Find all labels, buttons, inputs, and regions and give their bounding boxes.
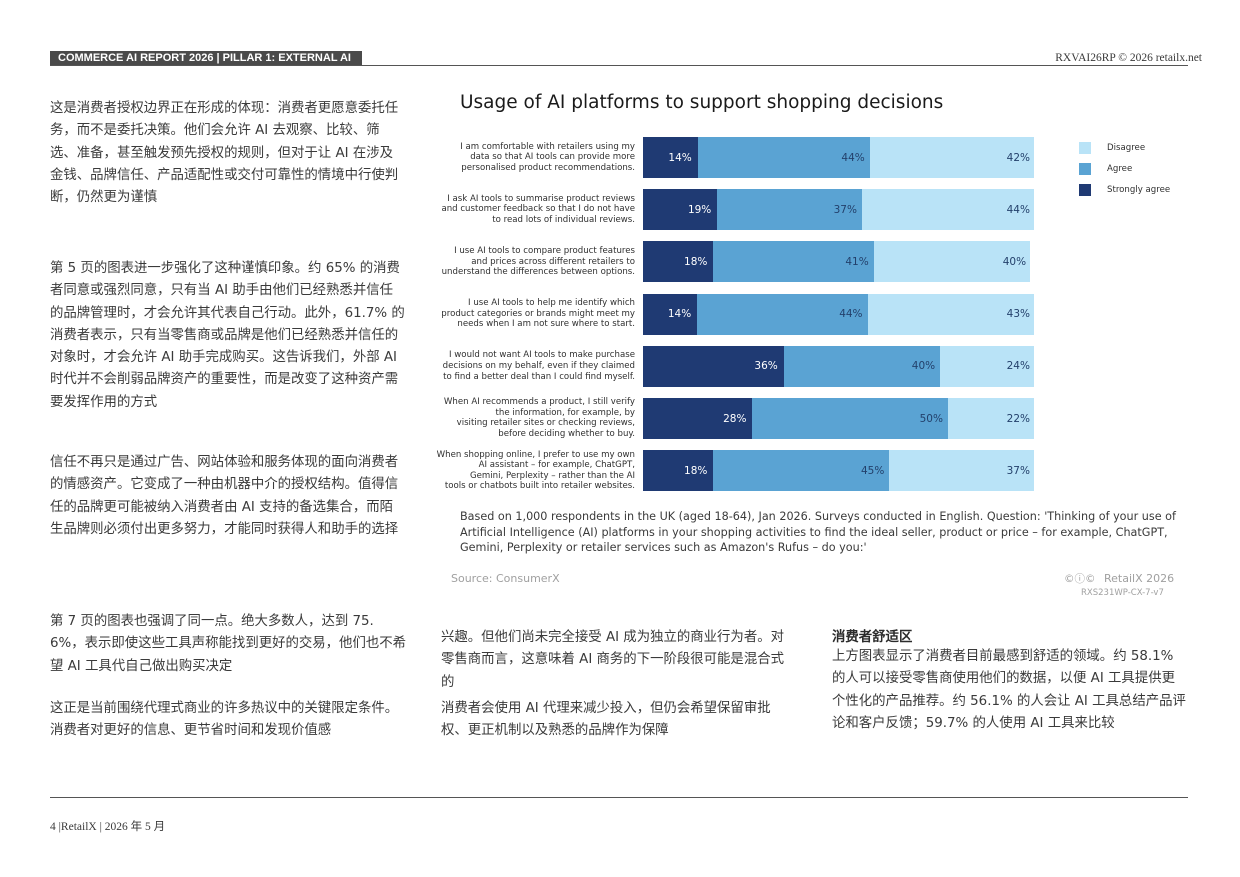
bar-row: 18% 45% 37%: [643, 450, 1034, 492]
bar-segment-disagree: 22%: [947, 398, 1034, 439]
bar-segment-agree: 44%: [697, 293, 868, 335]
data-label: 40%: [1002, 255, 1027, 268]
bar-segment-strongly-agree: 14%: [643, 293, 698, 335]
data-label: 19%: [687, 203, 712, 216]
legend-swatch: [1079, 184, 1091, 196]
bar-row: 18% 41% 40%: [643, 241, 1034, 283]
legend-label: Agree: [1107, 164, 1133, 174]
data-label: 37%: [833, 203, 857, 216]
bar-segment-agree: 44%: [697, 137, 870, 178]
middle-paragraph-1: 兴趣。但他们尚未完全接受 AI 成为独立的商业行为者。对零售商而言，这意味着 A…: [441, 630, 784, 690]
data-label: 14%: [668, 151, 692, 164]
bar-segment-agree: 41%: [713, 241, 874, 283]
data-label: 18%: [684, 464, 708, 477]
bar-segment-disagree: 44%: [861, 189, 1034, 231]
data-label: 24%: [1006, 360, 1030, 373]
data-label: 42%: [1006, 151, 1030, 164]
right-paragraph-1: 上方图表显示了消费者目前最感到舒适的领域。约 58.1% 的人可以接受零售商使用…: [832, 649, 1186, 731]
bar-segment-disagree: 40%: [873, 241, 1031, 283]
chart-brand: RetailX 2026: [1104, 572, 1175, 585]
legend-swatch: [1079, 163, 1091, 175]
data-label: 22%: [1006, 412, 1030, 425]
left-paragraph-3: 信任不再只是通过广告、网站体验和服务体现的面向消费者的情感资产。它变成了一种由机…: [50, 455, 399, 537]
bar-segment-disagree: 42%: [869, 137, 1034, 178]
bar-segment-strongly-agree: 18%: [643, 241, 714, 283]
data-label: 41%: [845, 255, 869, 268]
legend-swatch: [1079, 142, 1091, 154]
bar-segment-agree: 50%: [752, 398, 948, 439]
data-label: 36%: [754, 360, 778, 373]
data-label: 40%: [911, 360, 936, 373]
section-heading: 消费者舒适区: [832, 630, 913, 645]
data-label: 44%: [839, 308, 863, 321]
bar-segment-disagree: 43%: [867, 293, 1034, 335]
data-label: 37%: [1006, 464, 1030, 477]
bar-segment-agree: 40%: [783, 345, 941, 387]
category-label: I would not want AI tools to make purcha…: [442, 350, 635, 382]
bar-row: 28% 50% 22%: [643, 398, 1034, 439]
bar-segment-strongly-agree: 36%: [643, 345, 784, 387]
data-label: 28%: [723, 412, 747, 425]
data-label: 14%: [667, 308, 692, 321]
bar-segment-agree: 45%: [713, 450, 890, 492]
legend-label: Disagree: [1107, 143, 1146, 153]
bar-row: 19% 37% 44%: [643, 189, 1034, 231]
category-label: I am comfortable with retailers using my…: [460, 141, 635, 173]
bar-segment-disagree: 24%: [940, 345, 1034, 387]
category-label: I ask AI tools to summarise product revi…: [441, 193, 635, 225]
middle-paragraph-2: 消费者会使用 AI 代理来减少投入，但仍会希望保留审批权、更正机制以及熟悉的品牌…: [441, 701, 771, 739]
left-paragraph-2: 第 5 页的图表进一步强化了这种谨慎印象。约 65% 的消费者同意或强烈同意，只…: [50, 261, 405, 410]
chart-title: Usage of AI platforms to support shoppin…: [460, 92, 944, 113]
category-label: I use AI tools to compare product featur…: [441, 246, 635, 278]
data-label: 45%: [860, 464, 885, 477]
bar-row: 14% 44% 43%: [643, 293, 1034, 335]
chart-source: Source: ConsumerX: [451, 572, 560, 585]
bar-segment-strongly-agree: 19%: [643, 189, 718, 231]
category-label: When shopping online, I prefer to use my…: [436, 449, 635, 492]
bar-segment-strongly-agree: 14%: [643, 137, 698, 178]
report-header-tag: COMMERCE AI REPORT 2026 | PILLAR 1: EXTE…: [50, 51, 362, 66]
creative-commons-icon: ©ⓘ©: [1064, 573, 1096, 585]
left-paragraph-4: 第 7 页的图表也强调了同一点。绝大多数人，达到 75.6%，表示即使这些工具声…: [50, 614, 407, 674]
category-label: When AI recommends a product, I still ve…: [443, 397, 635, 440]
bar-row: 36% 40% 24%: [643, 345, 1034, 387]
bar-segment-strongly-agree: 28%: [643, 398, 753, 439]
data-label: 50%: [919, 412, 943, 425]
data-label: 44%: [1006, 203, 1030, 216]
bar-segment-agree: 37%: [717, 189, 862, 231]
chart-legend: Disagree Agree Strongly agree: [1079, 142, 1179, 203]
header-divider: [50, 65, 1188, 66]
header-code: RXVAI26RP © 2026 retailx.net: [1055, 52, 1202, 64]
data-label: 18%: [684, 255, 708, 268]
bar-segment-strongly-agree: 18%: [643, 450, 714, 492]
legend-label: Strongly agree: [1107, 185, 1171, 195]
bar-row: 14% 44% 42%: [643, 137, 1034, 178]
data-label: 43%: [1006, 308, 1030, 321]
footer-divider: [50, 797, 1188, 798]
bar-segment-disagree: 37%: [889, 450, 1034, 492]
page-footer: 4 |RetailX | 2026 年 5 月: [50, 821, 166, 833]
category-label: I use AI tools to help me identify which…: [441, 298, 635, 330]
left-paragraph-5: 这正是当前围绕代理式商业的许多热议中的关键限定条件。消费者对更好的信息、更节省时…: [50, 701, 399, 739]
left-paragraph-1: 这是消费者授权边界正在形成的体现：消费者更愿意委托任务，而不是委托决策。他们会允…: [50, 101, 399, 206]
data-label: 44%: [841, 151, 865, 164]
chart-code: RXS231WP-CX-7-v7: [1081, 588, 1164, 598]
chart-note: Based on 1,000 respondents in the UK (ag…: [460, 510, 1176, 555]
